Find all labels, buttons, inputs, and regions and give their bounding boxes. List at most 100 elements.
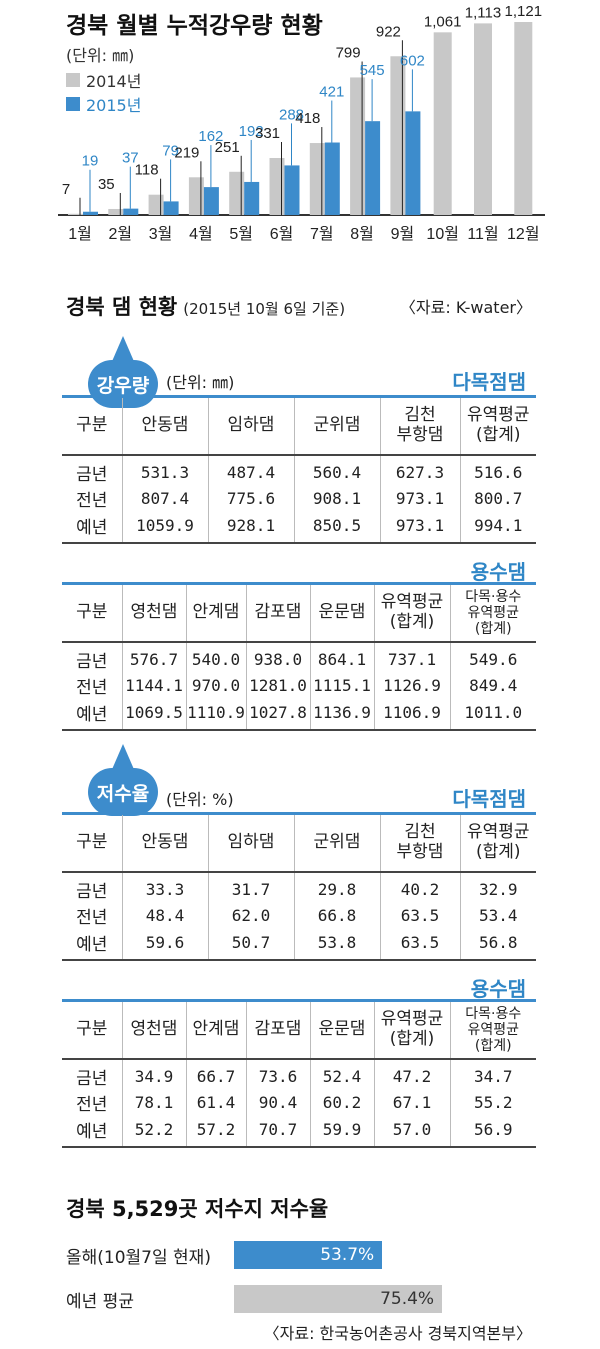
storage-multi-table: 구분 안동댐 임하댐 군위댐 김천 부항댐 유역평균 (합계) 금년 33.3 31.7 29.8 40… — [62, 812, 536, 961]
label-2014: 35 — [98, 176, 115, 193]
rain-water-table: 구분 영천댐 안계댐 감포댐 운문댐 유역평균 (합계) 다목·용수 유역평균 (합계) 금년 576… — [62, 582, 536, 731]
label-2014: 1,121 — [505, 3, 543, 20]
table-header-cell: 임하댐 — [207, 395, 294, 456]
table-cell: 33.3 — [121, 871, 208, 902]
dam-header: 경북 댐 현황 (2015년 10월 6일 기준) — [66, 291, 345, 321]
bar-2015 — [123, 208, 139, 215]
table-row: 금년 34.9 66.7 73.6 52.4 47.2 34.7 — [62, 1058, 536, 1089]
table-cell: 627.3 — [379, 454, 460, 485]
bar-2014 — [188, 177, 204, 215]
x-tick-label: 2월 — [108, 225, 132, 243]
table-cell: 487.4 — [207, 454, 294, 485]
table-cell: 973.1 — [379, 484, 460, 513]
table-header-cell: 유역평균 (합계) — [373, 582, 450, 643]
x-tick-label: 4월 — [189, 225, 213, 243]
table-row: 전년 78.1 61.4 90.4 60.2 67.1 55.2 — [62, 1088, 536, 1117]
table-cell: 576.7 — [121, 641, 186, 672]
table-cell: 60.2 — [309, 1088, 374, 1117]
bar-2015 — [203, 187, 219, 215]
table-header-cell: 유역평균 (합계) — [373, 999, 450, 1060]
table-header-cell: 군위댐 — [293, 812, 380, 873]
table-cell: 850.5 — [293, 512, 380, 544]
table-cell: 775.6 — [207, 484, 294, 513]
table-header-cell: 군위댐 — [293, 395, 380, 456]
table-row: 예년 1069.5 1110.9 1027.8 1136.9 1106.9 1011.0 — [62, 699, 536, 731]
x-tick-label: 12월 — [507, 225, 540, 243]
label-2015: 421 — [319, 84, 344, 101]
reservoir-bars: 올해(10월7일 현재) 53.7% 예년 평균 75.4% — [66, 1240, 546, 1328]
table-cell: 73.6 — [245, 1058, 310, 1089]
bar-2015 — [83, 211, 98, 215]
table-header-cell: 영천댐 — [121, 999, 186, 1060]
table-cell: 531.3 — [121, 454, 208, 485]
label-2015: 162 — [198, 128, 223, 145]
table-row: 예년 1059.9 928.1 850.5 973.1 994.1 — [62, 512, 536, 544]
row-label: 예년 — [62, 929, 122, 961]
row-label: 예년 — [62, 1116, 122, 1148]
table-cell: 57.0 — [373, 1116, 450, 1148]
table-row: 전년 48.4 62.0 66.8 63.5 53.4 — [62, 901, 536, 930]
table-cell: 908.1 — [293, 484, 380, 513]
legend-2014-swatch — [66, 73, 80, 87]
row-label: 금년 — [76, 651, 108, 672]
bar-2014 — [148, 194, 164, 215]
row-label: 전년 — [76, 908, 108, 928]
bar-2015 — [244, 181, 260, 215]
bar-2014 — [68, 213, 83, 215]
bar-2015 — [324, 142, 340, 215]
table-cell: 70.7 — [245, 1116, 310, 1148]
bar-2014 — [229, 171, 245, 215]
dam-title: 경북 댐 현황 — [66, 295, 178, 319]
table-header-cell: 안동댐 — [121, 395, 208, 456]
storage-badge: 저수율 — [88, 744, 158, 816]
table-cell: 1011.0 — [449, 699, 536, 731]
bar-2015 — [365, 121, 381, 215]
table-cell: 66.7 — [185, 1058, 246, 1089]
table-cell: 61.4 — [185, 1088, 246, 1117]
row-label: 전년 — [76, 678, 108, 698]
reservoir-bar-row: 올해(10월7일 현재) 53.7% — [66, 1240, 546, 1270]
bar-2014 — [108, 208, 124, 215]
row-label: 예년 — [62, 699, 122, 731]
table-cell: 53.8 — [293, 929, 380, 961]
table-cell: 994.1 — [459, 512, 536, 544]
table-row: 금년 576.7 540.0 938.0 864.1 737.1 549.6 — [62, 641, 536, 672]
table-cell: 52.4 — [309, 1058, 374, 1089]
table-cell: 59.6 — [121, 929, 208, 961]
label-2014: 1,113 — [465, 4, 501, 21]
x-tick-label: 8월 — [350, 225, 374, 243]
table-cell: 540.0 — [185, 641, 246, 672]
reservoir-bar-row: 예년 평균 75.4% — [66, 1284, 546, 1314]
table-header-cell: 구분 — [62, 395, 122, 456]
x-tick-label: 1월 — [68, 225, 92, 243]
label-2015: 192 — [239, 123, 264, 140]
table-cell: 48.4 — [121, 901, 208, 930]
table-cell: 1115.1 — [309, 671, 374, 700]
chart-title: 경북 월별 누적강우량 현황 — [66, 13, 323, 39]
table-cell: 516.6 — [459, 454, 536, 485]
table-cell: 1106.9 — [373, 699, 450, 731]
label-2014: 118 — [135, 162, 159, 179]
label-2014: 799 — [336, 44, 361, 61]
bar-2014 — [390, 56, 406, 215]
table-header-cell: 운문댐 — [309, 582, 374, 643]
table-cell: 1069.5 — [121, 699, 186, 731]
table-cell: 549.6 — [449, 641, 536, 672]
label-2015: 79 — [162, 142, 179, 159]
table-header-cell: 감포댐 — [245, 582, 310, 643]
table-cell: 78.1 — [121, 1088, 186, 1117]
reservoir-bar-label: 올해(10월7일 현재) — [66, 1247, 211, 1268]
row-label: 예년 — [62, 512, 122, 544]
reservoir-title: 경북 5,529곳 저수지 저수율 — [66, 1197, 329, 1221]
table-cell: 29.8 — [293, 871, 380, 902]
table-header-cell: 구분 — [62, 582, 122, 643]
table-cell: 800.7 — [459, 484, 536, 513]
table-row: 전년 1144.1 970.0 1281.0 1115.1 1126.9 849.4 — [62, 671, 536, 700]
legend-2015-swatch — [66, 97, 80, 111]
table-header-cell: 안계댐 — [185, 999, 246, 1060]
legend-2014-label: 2014년 — [86, 72, 142, 91]
table-cell: 1126.9 — [373, 671, 450, 700]
table-header-cell: 김천 부항댐 — [379, 395, 460, 456]
table-cell: 864.1 — [309, 641, 374, 672]
table-cell: 56.9 — [449, 1116, 536, 1148]
